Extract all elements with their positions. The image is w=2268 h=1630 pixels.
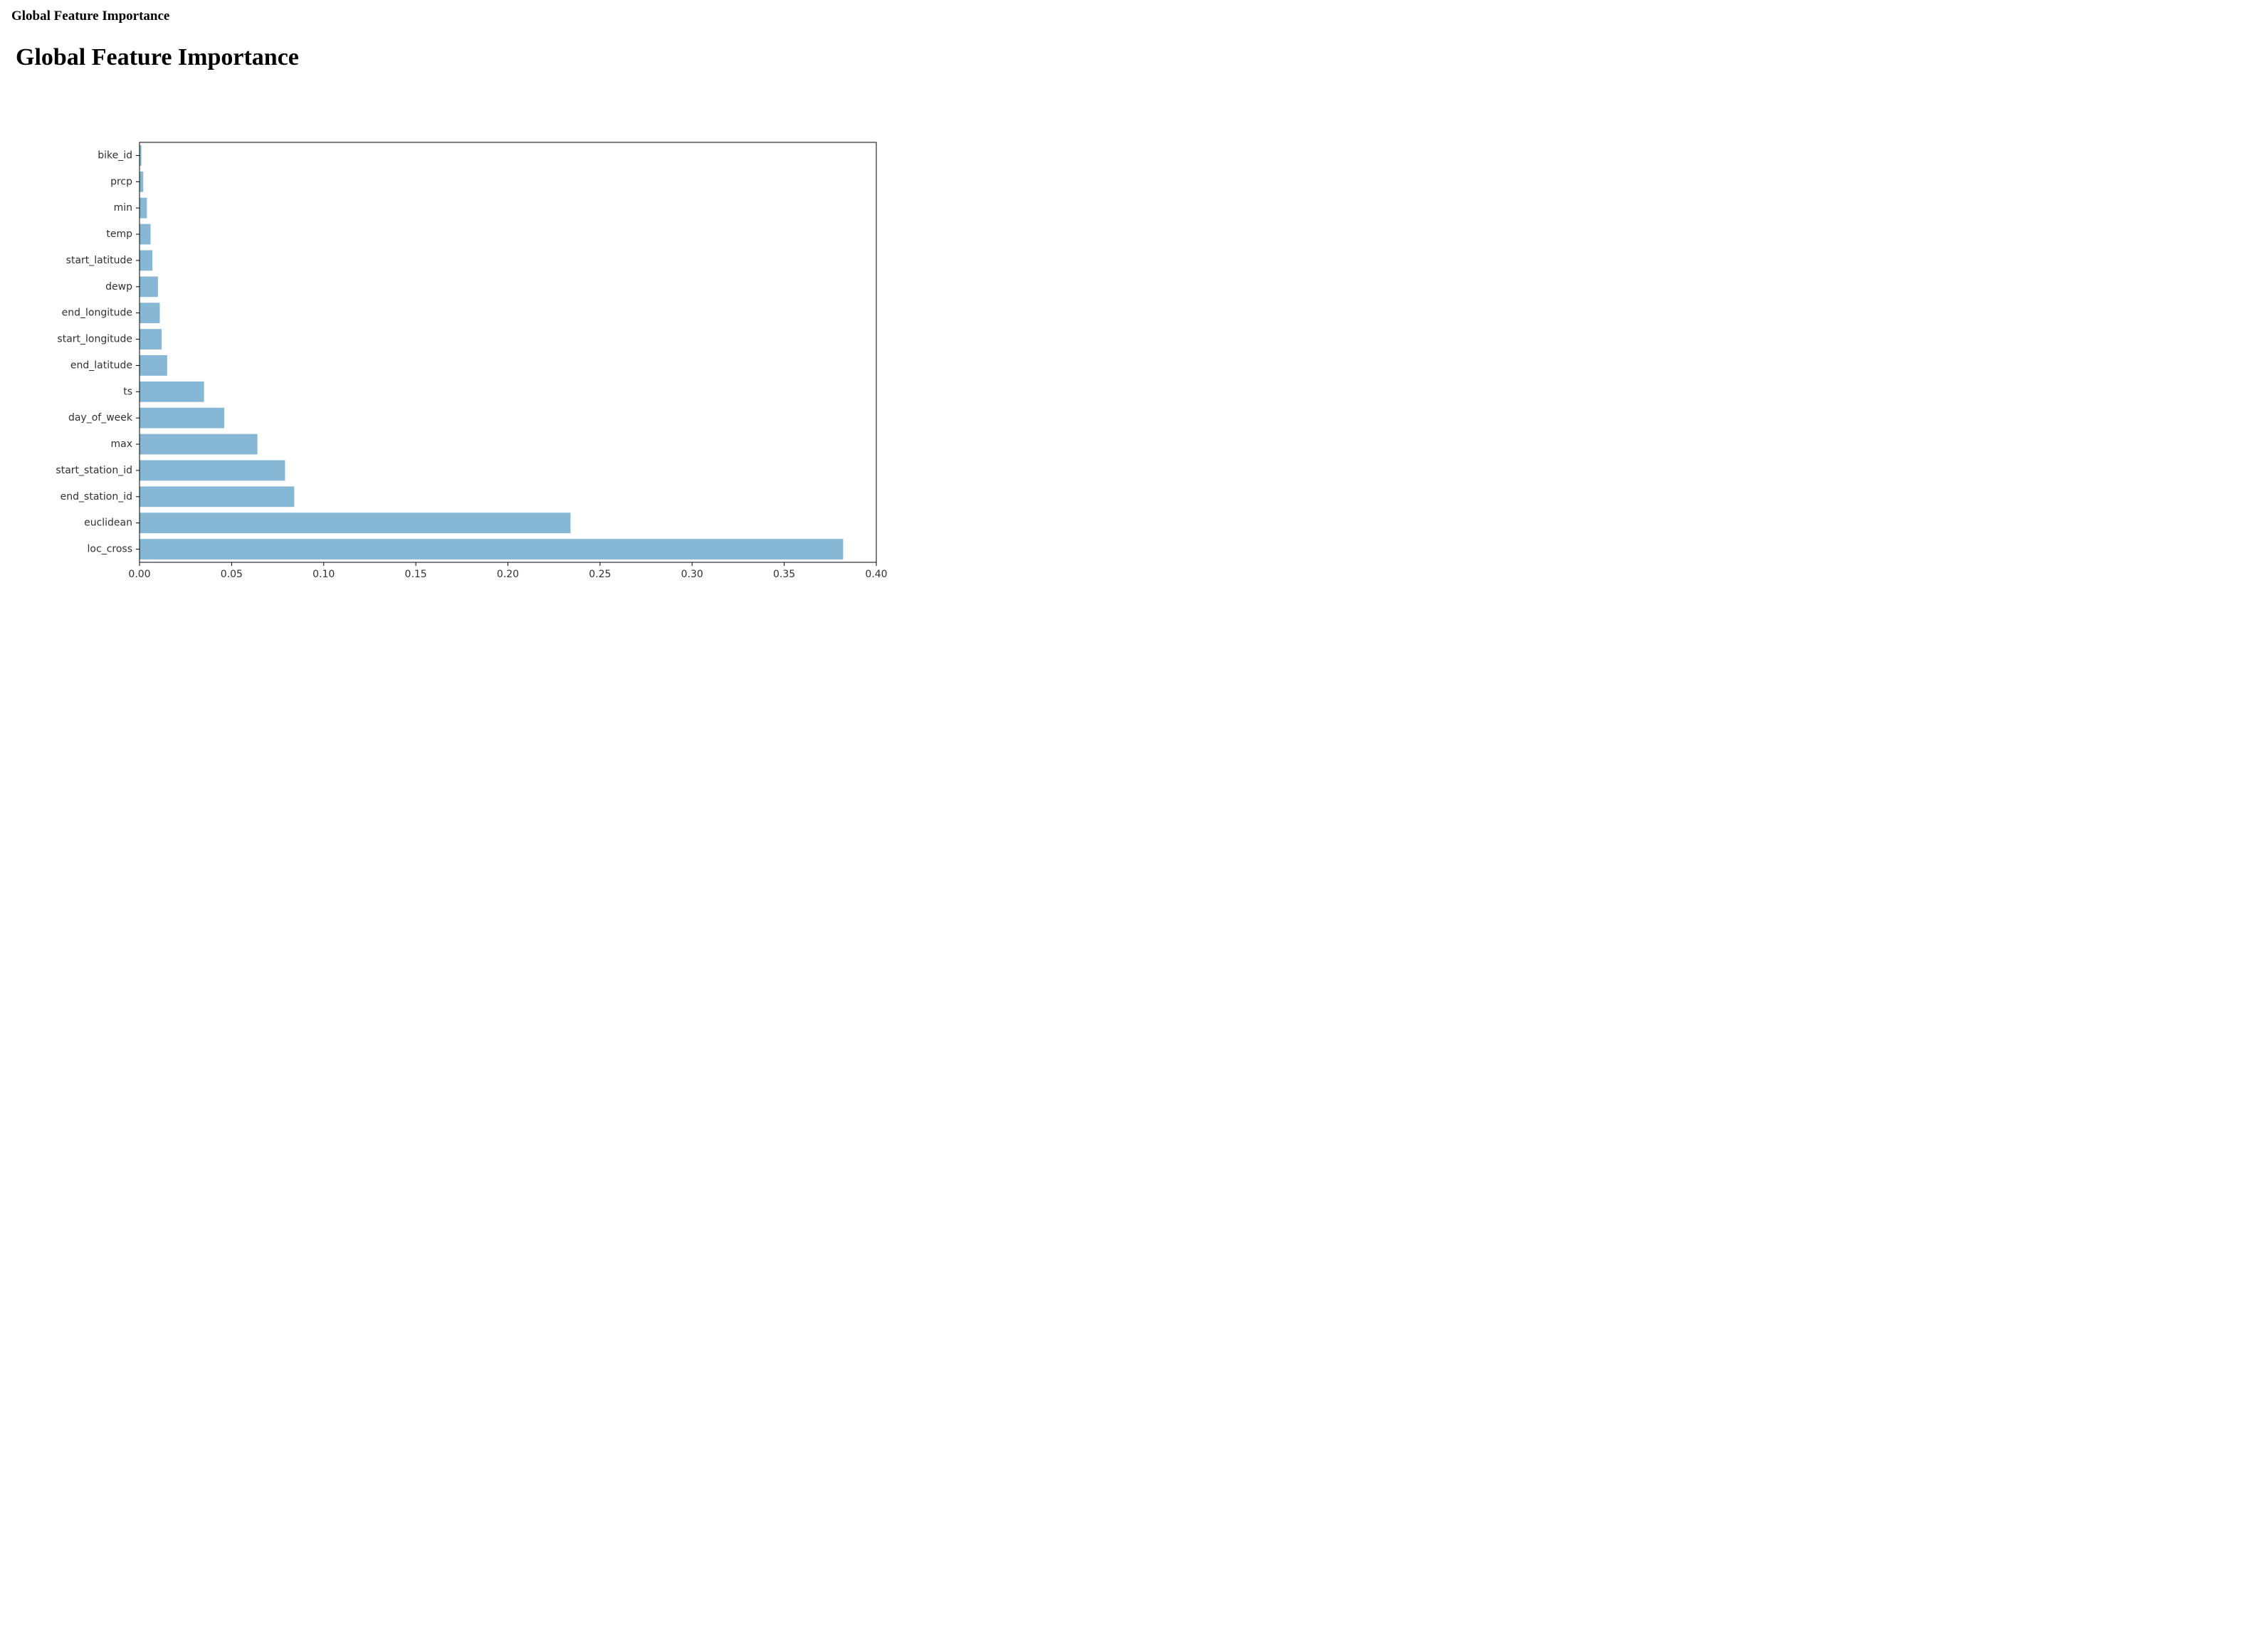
section-heading-small: Global Feature Importance: [11, 9, 2257, 24]
x-tick-label: 0.15: [405, 569, 427, 580]
bar: [140, 486, 294, 507]
x-tick-label: 0.10: [313, 569, 335, 580]
bar: [140, 539, 843, 559]
bar: [140, 512, 570, 533]
y-tick-label: start_station_id: [56, 465, 132, 476]
y-tick-label: euclidean: [84, 517, 132, 529]
bar: [140, 224, 151, 245]
page-root: Global Feature Importance Global Feature…: [0, 0, 2268, 623]
y-tick-label: end_station_id: [61, 491, 132, 503]
bar: [140, 461, 285, 481]
y-tick-label: prcp: [110, 176, 132, 187]
y-tick-label: dewp: [105, 281, 132, 293]
y-tick-label: max: [110, 438, 132, 450]
x-tick-label: 0.35: [773, 569, 795, 580]
y-tick-label: bike_id: [98, 149, 132, 161]
bar: [140, 329, 162, 349]
x-tick-label: 0.30: [681, 569, 703, 580]
x-tick-label: 0.00: [128, 569, 150, 580]
chart-title: Global Feature Importance: [16, 44, 2257, 71]
bar: [140, 408, 224, 428]
plot-area: bike_idprcp min temp start_latitudedewp end_…: [56, 142, 887, 580]
feature-importance-chart: bike_idprcp min temp start_latitudedewp end_…: [19, 121, 894, 591]
x-tick-label: 0.25: [589, 569, 611, 580]
x-tick-label: 0.40: [865, 569, 887, 580]
y-tick-label: temp: [106, 228, 132, 240]
bar: [140, 251, 152, 271]
y-tick-label: end_longitude: [62, 307, 132, 319]
y-tick-label: day_of_week: [68, 412, 133, 424]
bar: [140, 172, 143, 192]
y-tick-label: min: [114, 202, 132, 214]
x-tick-label: 0.20: [497, 569, 519, 580]
y-tick-label: start_latitude: [66, 255, 132, 266]
y-tick-label: start_longitude: [57, 334, 132, 345]
bar: [140, 355, 167, 376]
bar: [140, 382, 204, 402]
x-tick-label: 0.05: [221, 569, 243, 580]
bar: [140, 434, 258, 455]
bar: [140, 276, 158, 297]
chart-container: bike_idprcp min temp start_latitudedewp end_…: [19, 121, 894, 594]
y-tick-label: end_latitude: [70, 359, 132, 371]
bar: [140, 303, 159, 323]
y-tick-label: loc_cross: [88, 544, 132, 555]
bar: [140, 198, 147, 219]
y-tick-label: ts: [123, 386, 132, 397]
